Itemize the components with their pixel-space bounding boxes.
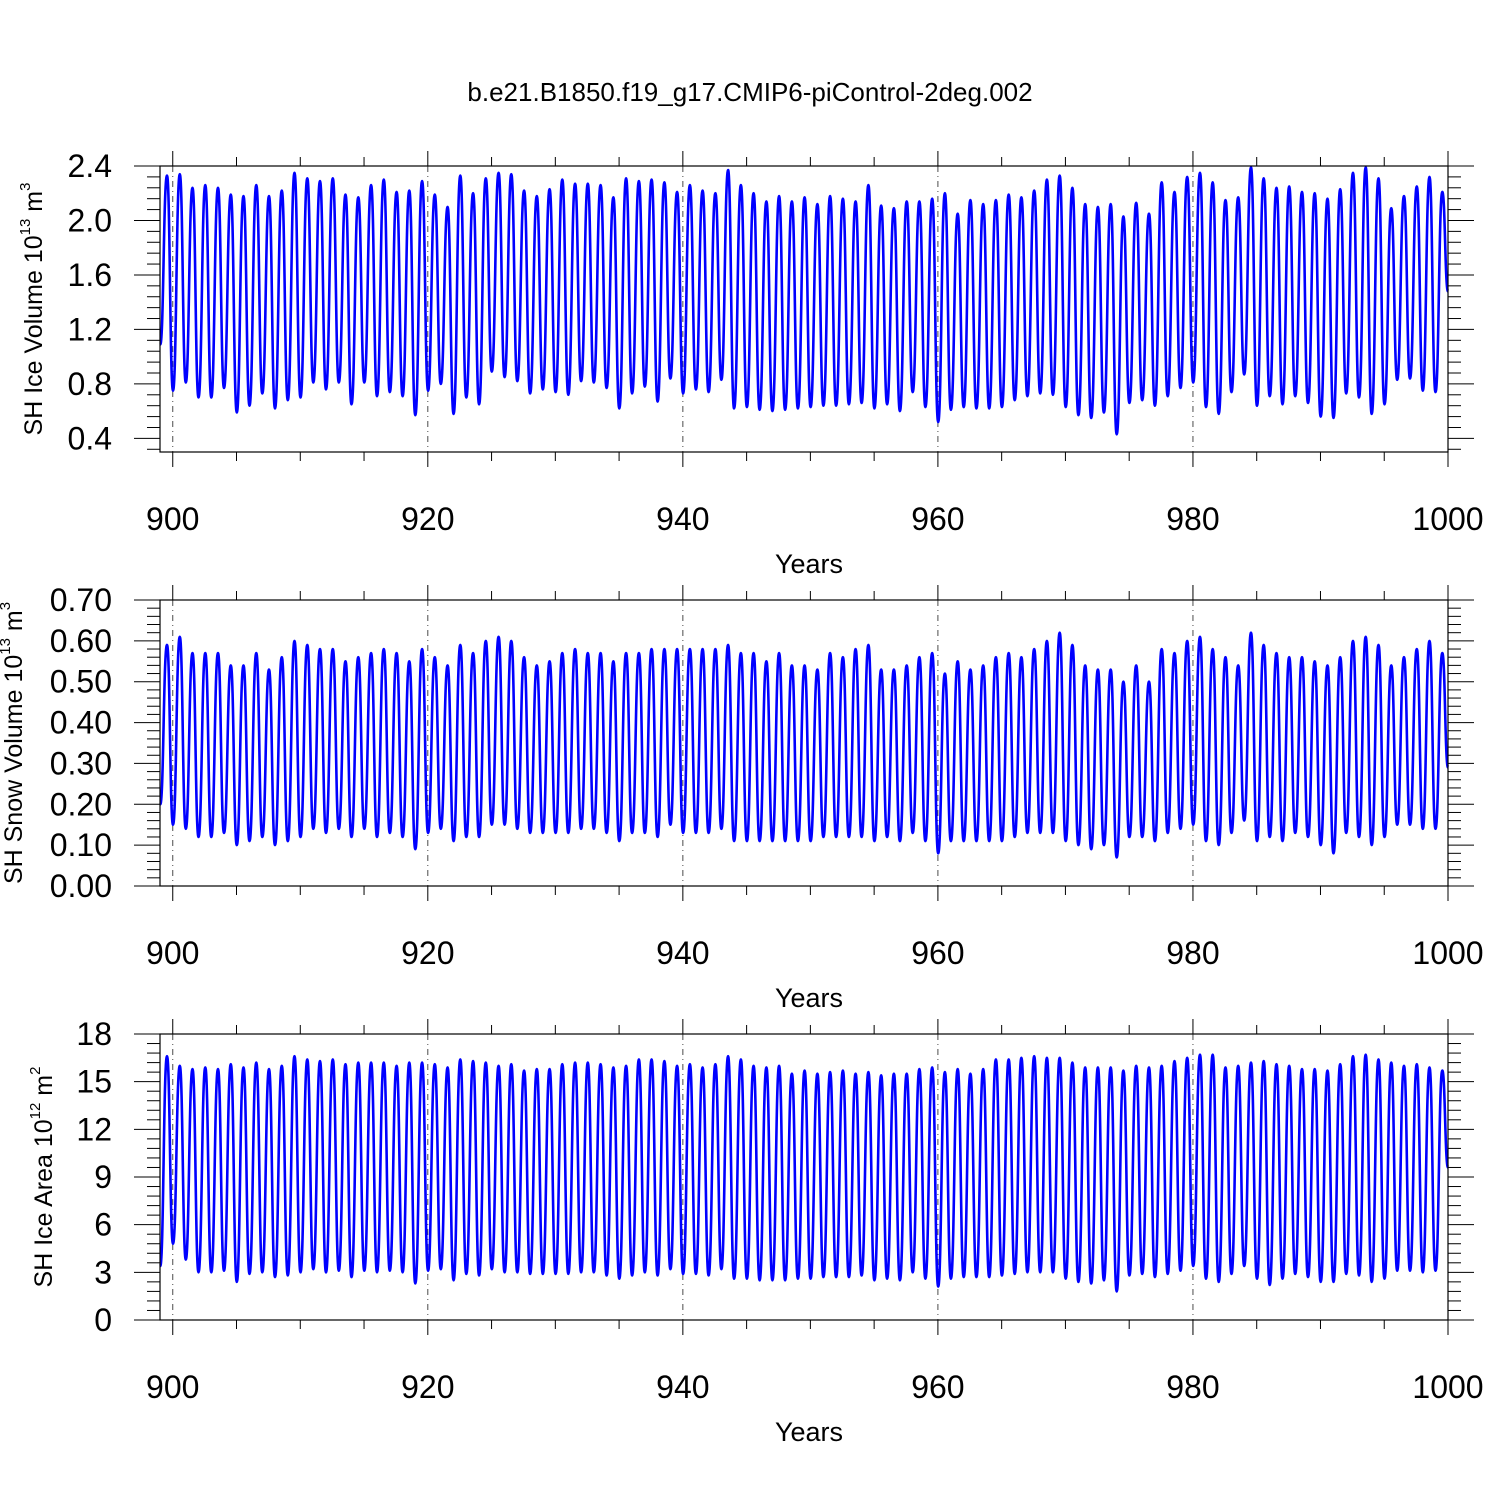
y-tick-label: 0.20 xyxy=(50,786,112,822)
x-tick-label: 940 xyxy=(656,1369,709,1405)
series-line-1 xyxy=(159,166,1450,436)
y-tick-label: 3 xyxy=(94,1254,112,1290)
x-tick-label: 960 xyxy=(911,501,964,537)
y-tick-label: 1.2 xyxy=(68,311,112,347)
y-tick-label: 0.40 xyxy=(50,705,112,741)
x-tick-label: 920 xyxy=(401,935,454,971)
y-tick-label: 0 xyxy=(94,1302,112,1338)
x-tick-label: 960 xyxy=(911,1369,964,1405)
y-tick-label: 9 xyxy=(94,1159,112,1195)
series-line-1 xyxy=(159,1053,1450,1293)
x-tick-label: 900 xyxy=(146,1369,199,1405)
y-tick-label: 0.4 xyxy=(68,420,112,456)
y-axis-label: SH Ice Area 1012 m2 xyxy=(27,1067,58,1288)
x-tick-label: 980 xyxy=(1166,501,1219,537)
y-tick-label: 1.6 xyxy=(68,257,112,293)
chart-panel-2: 900 920 940 960 980 1000 0.00 0.10 0.20 0.30 0.40 0… xyxy=(0,582,1484,1013)
x-tick-label: 980 xyxy=(1166,935,1219,971)
plot-frame xyxy=(159,599,1449,887)
y-tick-label: 0.70 xyxy=(50,582,112,618)
y-tick-label: 2.0 xyxy=(68,202,112,238)
plot-frame xyxy=(159,165,1449,453)
x-tick-label: 940 xyxy=(656,501,709,537)
x-tick-label: 980 xyxy=(1166,1369,1219,1405)
y-axis-label: SH Snow Volume 1013 m3 xyxy=(0,602,28,884)
x-tick-label: 1000 xyxy=(1412,501,1483,537)
y-tick-label: 0.10 xyxy=(50,827,112,863)
x-tick-label: 920 xyxy=(401,1369,454,1405)
y-tick-label: 15 xyxy=(76,1064,112,1100)
x-tick-label: 960 xyxy=(911,935,964,971)
x-tick-label: 900 xyxy=(146,501,199,537)
y-tick-label: 0.50 xyxy=(50,664,112,700)
y-tick-label: 0.8 xyxy=(68,366,112,402)
y-tick-label: 12 xyxy=(76,1111,112,1147)
figure-title: b.e21.B1850.f19_g17.CMIP6-piControl-2deg… xyxy=(467,77,1032,107)
chart-panel-1: 900 920 940 960 980 1000 0.4 0.8 1.2 1.6 2.0 2.4 Yea… xyxy=(17,148,1484,579)
x-tick-label: 1000 xyxy=(1412,935,1483,971)
y-tick-label: 0.00 xyxy=(50,868,112,904)
y-tick-label: 18 xyxy=(76,1016,112,1052)
x-tick-label: 1000 xyxy=(1412,1369,1483,1405)
y-tick-label: 2.4 xyxy=(68,148,112,184)
x-axis-label: Years xyxy=(775,983,843,1013)
x-tick-label: 900 xyxy=(146,935,199,971)
x-tick-label: 940 xyxy=(656,935,709,971)
y-tick-label: 0.30 xyxy=(50,745,112,781)
x-tick-label: 920 xyxy=(401,501,454,537)
x-axis-label: Years xyxy=(775,1417,843,1447)
y-tick-label: 0.60 xyxy=(50,623,112,659)
y-tick-label: 6 xyxy=(94,1207,112,1243)
series-line-1 xyxy=(159,631,1450,859)
chart-panel-3: 900 920 940 960 980 1000 0 3 6 9 12 15 18 Years SH Ice… xyxy=(27,1016,1484,1447)
x-axis-label: Years xyxy=(775,549,843,579)
y-axis-label: SH Ice Volume 1013 m3 xyxy=(17,183,48,436)
